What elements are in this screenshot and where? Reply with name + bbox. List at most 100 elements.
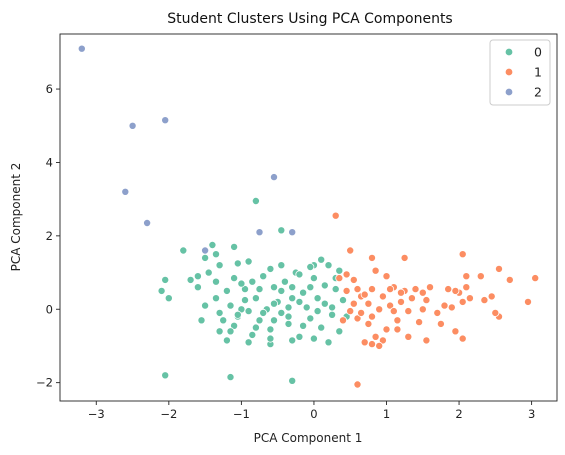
legend-marker bbox=[504, 67, 514, 77]
data-point bbox=[251, 323, 260, 332]
data-point bbox=[230, 321, 239, 330]
data-point bbox=[237, 305, 246, 314]
data-point bbox=[269, 283, 278, 292]
data-point bbox=[248, 277, 257, 286]
data-point bbox=[288, 376, 297, 385]
legend-label: 0 bbox=[534, 45, 542, 60]
data-point bbox=[313, 294, 322, 303]
data-point bbox=[382, 325, 391, 334]
data-point bbox=[244, 257, 253, 266]
data-point bbox=[306, 283, 315, 292]
x-tick-label: 0 bbox=[310, 407, 317, 421]
legend-label: 2 bbox=[534, 85, 542, 100]
data-point bbox=[226, 327, 235, 336]
data-point bbox=[393, 316, 402, 325]
data-point bbox=[396, 288, 405, 297]
data-point bbox=[237, 279, 246, 288]
data-point bbox=[491, 308, 500, 317]
data-point bbox=[367, 340, 376, 349]
data-point bbox=[313, 307, 322, 316]
legend-label: 1 bbox=[534, 65, 542, 80]
data-point bbox=[324, 338, 333, 347]
data-point bbox=[353, 380, 362, 389]
plot-frame bbox=[59, 33, 558, 402]
x-tick-label: 1 bbox=[383, 407, 390, 421]
y-tick-label: 2 bbox=[46, 229, 53, 243]
data-point bbox=[335, 266, 344, 275]
data-point bbox=[259, 308, 268, 317]
data-point bbox=[215, 261, 224, 270]
data-point bbox=[295, 297, 304, 306]
data-point bbox=[277, 286, 286, 295]
data-point bbox=[317, 323, 326, 332]
data-point bbox=[251, 196, 260, 205]
data-point bbox=[201, 253, 210, 262]
data-point bbox=[280, 277, 289, 286]
legend-box bbox=[489, 39, 551, 106]
data-point bbox=[367, 253, 376, 262]
y-axis-title: PCA Component 2 bbox=[9, 163, 23, 272]
data-point bbox=[255, 228, 264, 237]
data-point bbox=[447, 303, 456, 312]
data-point bbox=[487, 292, 496, 301]
data-point bbox=[266, 264, 275, 273]
data-point bbox=[128, 121, 137, 130]
data-point bbox=[222, 286, 231, 295]
data-point bbox=[244, 307, 253, 316]
data-point bbox=[320, 299, 329, 308]
data-point bbox=[418, 288, 427, 297]
data-point bbox=[299, 321, 308, 330]
data-point bbox=[386, 285, 395, 294]
data-point bbox=[121, 187, 130, 196]
data-point bbox=[306, 314, 315, 323]
data-point bbox=[357, 308, 366, 317]
data-point bbox=[295, 332, 304, 341]
data-point bbox=[248, 330, 257, 339]
data-point bbox=[407, 294, 416, 303]
data-point bbox=[302, 303, 311, 312]
data-point bbox=[328, 310, 337, 319]
data-point bbox=[346, 307, 355, 316]
data-point bbox=[240, 296, 249, 305]
data-point bbox=[346, 246, 355, 255]
data-point bbox=[378, 336, 387, 345]
data-point bbox=[288, 336, 297, 345]
data-point bbox=[335, 274, 344, 283]
data-point bbox=[331, 211, 340, 220]
y-tick-label: 0 bbox=[46, 302, 53, 316]
data-point bbox=[240, 285, 249, 294]
data-point bbox=[161, 116, 170, 125]
data-point bbox=[338, 296, 347, 305]
data-point bbox=[328, 303, 337, 312]
data-point bbox=[288, 228, 297, 237]
data-point bbox=[259, 272, 268, 281]
y-tick-label: −2 bbox=[36, 376, 53, 390]
data-point bbox=[476, 272, 485, 281]
data-point bbox=[425, 283, 434, 292]
data-point bbox=[393, 325, 402, 334]
data-point bbox=[244, 338, 253, 347]
data-point bbox=[306, 262, 315, 271]
data-point bbox=[480, 296, 489, 305]
data-point bbox=[211, 250, 220, 259]
data-point bbox=[230, 274, 239, 283]
data-point bbox=[458, 250, 467, 259]
data-point bbox=[284, 312, 293, 321]
data-point bbox=[338, 316, 347, 325]
data-point bbox=[251, 294, 260, 303]
data-point bbox=[208, 240, 217, 249]
data-point bbox=[157, 286, 166, 295]
data-point bbox=[531, 274, 540, 283]
data-point bbox=[494, 264, 503, 273]
data-point bbox=[505, 275, 514, 284]
data-point bbox=[396, 297, 405, 306]
data-point bbox=[309, 334, 318, 343]
data-point bbox=[436, 319, 445, 328]
data-point bbox=[288, 294, 297, 303]
data-point bbox=[277, 226, 286, 235]
data-point bbox=[269, 316, 278, 325]
data-point bbox=[266, 334, 275, 343]
x-axis-title: PCA Component 1 bbox=[254, 431, 363, 445]
data-point bbox=[201, 246, 210, 255]
data-point bbox=[451, 327, 460, 336]
